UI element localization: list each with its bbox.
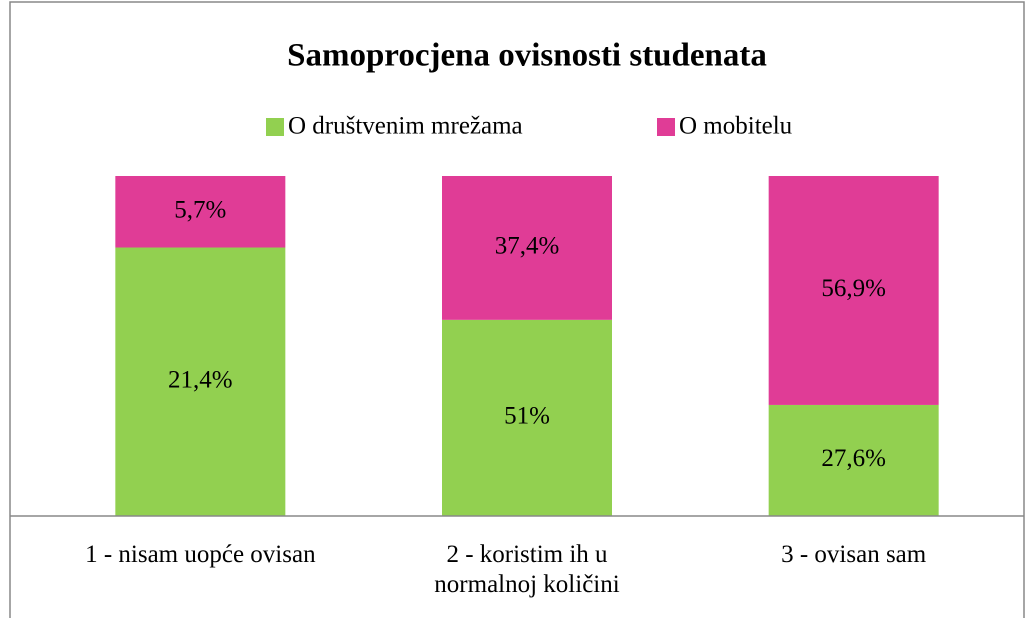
x-tick-label: 2 - koristim ih u normalnoj količini — [434, 541, 620, 598]
legend-label: O mobitelu — [679, 113, 793, 140]
legend-swatch — [657, 118, 675, 136]
x-tick-label: 3 - ovisan sam — [781, 541, 927, 568]
chart-border — [9, 1, 1025, 618]
bar-segment — [442, 319, 612, 516]
bar-segment — [768, 404, 939, 516]
data-label: 56,9% — [821, 275, 886, 302]
data-label: 5,7% — [174, 196, 226, 223]
bar-segment — [768, 176, 939, 405]
legend-swatch — [266, 118, 284, 136]
x-tick-label: 1 - nisam uopće ovisan — [85, 541, 316, 568]
data-label: 27,6% — [821, 445, 886, 472]
chart-title: Samoprocjena ovisnosti studenata — [287, 38, 767, 74]
bar-segment — [115, 247, 286, 516]
bar-segment — [442, 176, 612, 320]
data-label: 21,4% — [168, 366, 233, 393]
legend-label: O društvenim mrežama — [288, 113, 523, 140]
data-label: 37,4% — [495, 233, 560, 260]
data-label: 51% — [504, 403, 550, 430]
bar-segment — [115, 176, 286, 248]
